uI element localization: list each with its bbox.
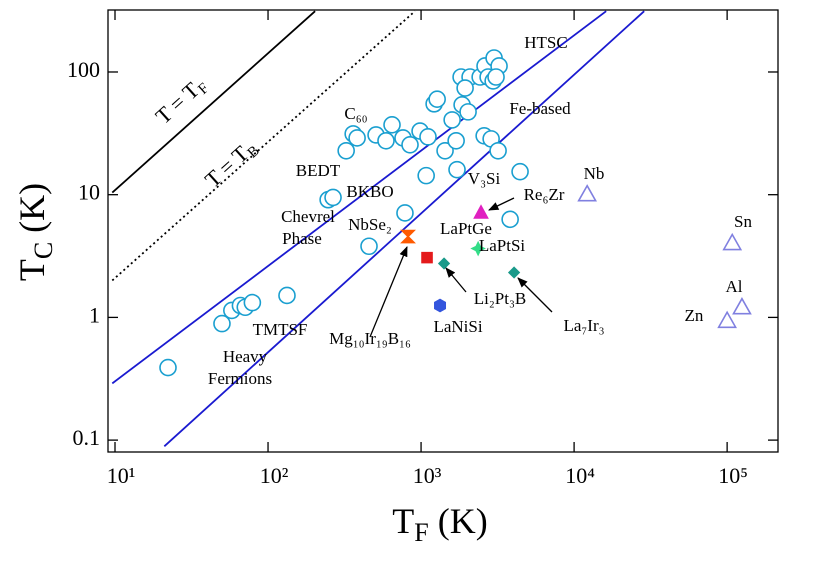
marker-circle <box>487 68 505 86</box>
y-tick-label: 0.1 <box>73 425 101 450</box>
arrow <box>488 197 515 211</box>
marker-triangle <box>577 184 598 202</box>
annotation: Sn <box>734 212 752 231</box>
marker-circle <box>459 103 477 121</box>
marker-circle <box>511 162 529 181</box>
annotation: Nb <box>584 164 605 183</box>
marker-circle <box>278 286 296 305</box>
marker-circle <box>401 136 419 154</box>
annotation: BEDT <box>296 161 341 180</box>
arrow <box>517 277 553 313</box>
annotation: Fermions <box>208 369 272 388</box>
marker-circle <box>456 79 474 97</box>
marker-triangle <box>717 310 737 329</box>
annotation: LaNiSi <box>433 317 482 336</box>
y-tick-label: 10 <box>78 180 100 205</box>
marker-circle <box>324 188 342 207</box>
marker-circle <box>360 237 378 256</box>
x-tick-label: 10⁵ <box>718 463 748 488</box>
reference-line <box>111 10 607 385</box>
annotation: LaPtGe <box>440 219 492 238</box>
annotation: LaPtSi <box>479 236 526 255</box>
annotation: Re₆Zr <box>524 185 565 204</box>
y-axis-label-suffix: (K) <box>12 183 52 242</box>
x-axis-label-suffix: (K) <box>429 501 488 541</box>
line-label: T = TB <box>200 134 263 195</box>
annotation: Al <box>726 277 743 296</box>
marker-circle <box>419 128 437 146</box>
marker-circle <box>377 131 395 150</box>
annotation: Heavy <box>223 347 268 366</box>
x-tick-label: 10² <box>260 463 289 488</box>
annotation: V₃Si <box>468 169 501 188</box>
line-label: T = TF <box>151 72 213 132</box>
plot-frame <box>107 9 779 453</box>
marker-circle <box>337 141 355 160</box>
x-axis-label-text: T <box>392 501 414 541</box>
marker-triangle <box>473 204 489 219</box>
marker-circle <box>159 358 177 377</box>
annotation: Zn <box>685 306 704 325</box>
x-axis-label-sub: F <box>414 518 428 547</box>
marker-diamond <box>507 266 521 279</box>
marker-star <box>470 240 486 257</box>
annotation: La₇Ir₃ <box>563 316 604 335</box>
x-tick-label: 10¹ <box>107 463 136 488</box>
marker-circle <box>436 141 454 160</box>
marker-triangle <box>732 297 752 315</box>
annotation: TMTSF <box>253 320 308 339</box>
marker-square <box>421 251 433 264</box>
marker-circle <box>396 204 414 222</box>
annotation: C₆₀ <box>344 104 367 123</box>
annotation: Phase <box>282 229 322 248</box>
reference-line <box>111 10 316 194</box>
annotation: HTSC <box>524 33 567 52</box>
marker-hourglass <box>400 229 416 244</box>
marker-circle <box>383 116 401 134</box>
marker-circle <box>428 90 446 109</box>
marker-circle <box>489 141 507 160</box>
annotation: NbSe₂ <box>348 215 392 234</box>
marker-circle <box>501 210 519 229</box>
marker-hexagon <box>434 298 447 313</box>
x-axis-label: TF (K) <box>392 501 487 547</box>
y-tick-label: 100 <box>67 57 100 82</box>
y-axis-label: TC (K) <box>12 183 58 281</box>
y-axis-label-text: T <box>12 259 52 281</box>
x-tick-label: 10³ <box>413 463 442 488</box>
annotation: Li₂Pt₃B <box>474 289 526 308</box>
arrows <box>369 197 553 338</box>
marker-circle <box>448 160 466 179</box>
x-tick-label: 10⁴ <box>565 463 595 488</box>
annotation: Chevrel <box>281 207 335 226</box>
marker-circle <box>243 293 262 312</box>
marker-circle <box>443 111 461 129</box>
reference-line <box>163 10 645 447</box>
arrow <box>445 267 467 293</box>
marker-circle <box>417 166 435 185</box>
annotation: Fe-based <box>509 99 571 118</box>
marker-diamond <box>437 257 451 270</box>
marker-circle <box>348 129 366 147</box>
arrow <box>369 246 408 338</box>
y-axis-label-sub: C <box>29 242 58 259</box>
annotation: Mg₁₀Ir₁₉B₁₆ <box>329 329 411 348</box>
marker-circle <box>447 131 465 150</box>
annotation: BKBO <box>346 182 393 201</box>
marker-circle <box>213 314 231 333</box>
marker-triangle <box>722 232 743 251</box>
y-tick-label: 1 <box>89 302 100 327</box>
